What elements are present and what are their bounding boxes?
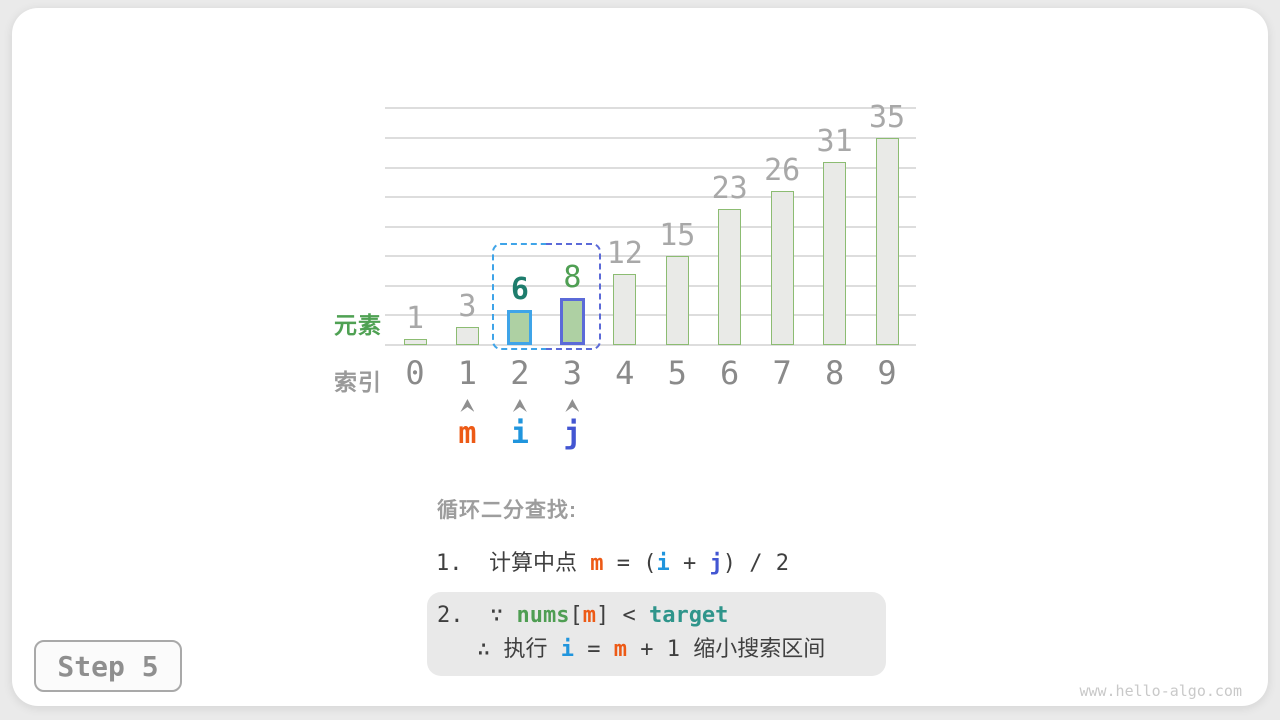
pointer-label-m: m [458,416,477,451]
code-token-nums: nums [516,603,570,628]
bar-value-label: 15 [659,218,696,254]
search-window-left [491,243,547,350]
pointer-label-i: i [510,416,529,451]
bar-index-9 [875,138,899,345]
code-text: [ [569,603,583,628]
code-token-j: j [709,551,723,576]
index-label-8: 8 [824,354,845,392]
bar-value-label: 12 [606,236,643,272]
bar-index-3 [559,297,585,345]
annotation-highlight-box [427,592,886,676]
bar-index-7 [770,191,794,345]
bar-value-label: 3 [458,289,477,325]
code-text: ) / 2 [722,551,789,576]
bar-value-label: 6 [510,271,529,307]
index-label-4: 4 [615,354,635,392]
gridline [385,196,916,199]
bar-index-6 [718,208,742,345]
gridline [385,166,916,169]
bar-index-0 [403,339,427,345]
annotation-step-2-because: 2. ∵ nums[m] < target [437,601,728,631]
bar-value-label: 31 [816,123,853,159]
code-text: ] < [595,603,649,628]
index-label-1: 1 [457,354,478,392]
code-text: = [574,637,614,662]
annotation-title: 循环二分查找: [437,499,577,522]
bar-value-label: 23 [711,170,748,206]
element-axis-label: 元素 [334,312,382,338]
bar-value-label: 26 [764,153,801,189]
index-label-2: 2 [510,354,530,392]
index-label-6: 6 [720,354,740,392]
bar-index-5 [665,256,689,345]
gridline [385,225,916,228]
code-token-target: target [648,603,729,628]
code-token-m: m [613,637,627,662]
annotation-step-1: 1. 计算中点 m = (i + j) / 2 [436,549,789,579]
bar-index-2 [507,309,533,345]
bar-index-4 [613,274,637,345]
index-label-0: 0 [405,354,425,392]
gridline [385,255,916,258]
gridline [385,344,916,346]
code-text: + 1 缩小搜索区间 [627,637,826,662]
gridline [385,314,916,317]
step-badge: Step 5 [34,640,182,692]
pointer-arrow-icon [460,399,475,412]
bar-value-label: 8 [563,259,582,295]
gridline [385,107,916,110]
index-label-9: 9 [877,354,897,392]
annotation-step-2-therefore: ∴ 执行 i = m + 1 缩小搜索区间 [477,635,825,665]
gridline [385,137,916,139]
figure-card [12,8,1268,706]
pointer-arrow-icon [565,399,580,412]
bar-index-8 [823,161,847,345]
search-window-right [546,243,601,350]
code-text: 2. ∵ [437,603,517,628]
code-token-i: i [560,637,574,662]
bar-value-label: 35 [868,100,906,135]
index-axis-label: 索引 [334,369,382,395]
pointer-arrow-icon [512,399,527,412]
index-label-7: 7 [772,354,792,392]
code-text: ∴ 执行 [477,637,561,662]
index-label-3: 3 [562,354,582,392]
code-token-m: m [582,603,596,628]
index-label-5: 5 [667,354,687,392]
code-token-i: i [656,551,670,576]
code-token-m: m [590,551,604,576]
pointer-label-j: j [563,416,582,451]
bar-index-1 [455,327,479,345]
bar-value-label: 1 [405,301,425,337]
gridline [385,284,916,287]
code-text: + [669,551,710,576]
site-url: www.hello-algo.com [1079,682,1242,700]
code-text: 1. 计算中点 [436,551,591,576]
code-text: = ( [603,551,657,576]
